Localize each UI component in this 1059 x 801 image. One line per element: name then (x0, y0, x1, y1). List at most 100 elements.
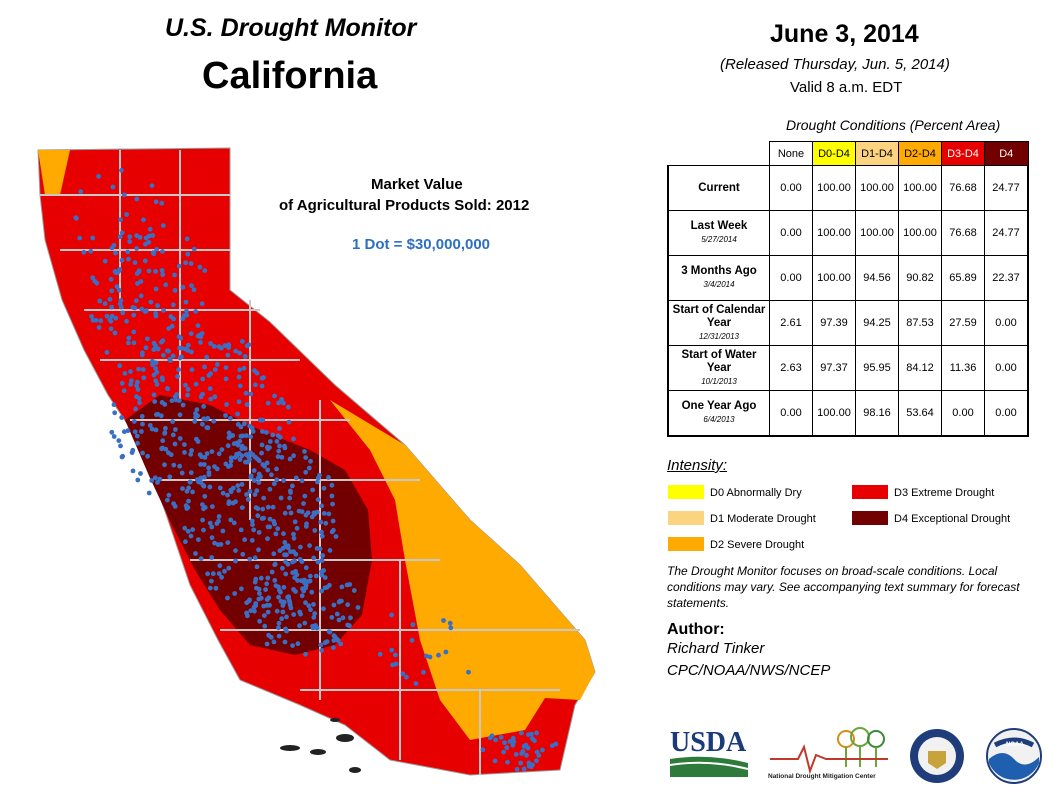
value-dot (424, 653, 429, 659)
value-dot (247, 489, 253, 494)
region-d2 (330, 400, 595, 740)
value-dot (125, 340, 131, 346)
value-dot (170, 432, 176, 438)
value-dot (319, 558, 325, 563)
value-dot (153, 378, 159, 384)
row-label-date: 10/1/2013 (701, 376, 737, 386)
value-dot (280, 609, 286, 615)
value-dot (502, 740, 507, 746)
value-dot (493, 737, 498, 743)
value-dot (142, 258, 148, 264)
value-dot (189, 367, 195, 373)
value-dot (145, 336, 150, 342)
value-dot (190, 489, 196, 495)
value-dot (264, 597, 270, 602)
value-dot (158, 413, 164, 419)
value-dot (89, 314, 94, 319)
value-dot (261, 515, 266, 521)
value-dot (146, 268, 152, 274)
value-dot (185, 386, 191, 392)
value-dot (191, 246, 197, 252)
value-dot (257, 618, 262, 624)
value-dot (303, 524, 309, 529)
value-dot (282, 445, 288, 451)
value-dot (534, 730, 539, 736)
value-dot (329, 482, 335, 488)
value-dot (185, 342, 191, 348)
value-dot (199, 331, 205, 336)
value-dot (282, 510, 288, 516)
value-dot (171, 462, 177, 468)
value-dot (292, 519, 298, 525)
value-dot (240, 339, 245, 344)
value-dot (161, 308, 167, 313)
value-dot (259, 450, 264, 456)
value-dot (276, 633, 282, 639)
table-row: 3 Months Ago 3/4/2014 0.00 100.00 94.56 90.82… (667, 255, 1029, 301)
value-dot (347, 582, 353, 587)
value-dot (264, 581, 270, 587)
value-dot (281, 599, 287, 605)
value-dot (183, 299, 189, 305)
value-dot (256, 596, 262, 602)
value-dot (137, 400, 143, 406)
value-dot (216, 451, 222, 457)
value-dot (270, 504, 276, 510)
value-dot (125, 256, 131, 262)
value-dot (267, 486, 273, 492)
value-dot (152, 399, 158, 404)
value-dot (248, 391, 254, 397)
col-header: None (769, 141, 813, 166)
value-dot (219, 574, 225, 580)
value-dot (176, 263, 182, 269)
value-dot (265, 609, 271, 615)
value-dot (248, 434, 254, 440)
value-dot (298, 544, 303, 550)
col-header: D4 (984, 141, 1029, 166)
value-dot (120, 310, 126, 316)
value-dot (172, 288, 178, 293)
value-dot (135, 477, 141, 483)
value-dot (225, 595, 230, 601)
value-dot (200, 376, 206, 382)
table-row: One Year Ago 6/4/2013 0.00 100.00 98.16 53.64… (667, 390, 1029, 437)
value-dot (211, 344, 217, 349)
value-dot (147, 226, 153, 232)
value-dot (110, 184, 116, 190)
value-dot (238, 433, 244, 439)
header-blank (668, 141, 770, 166)
value-dot (308, 458, 313, 464)
value-dot (308, 607, 313, 613)
value-dot (283, 571, 289, 577)
value-dot (201, 404, 207, 409)
value-dot (153, 366, 159, 371)
value-dot (245, 454, 251, 459)
value-dot (279, 454, 285, 460)
value-dot (193, 551, 198, 556)
value-dot (136, 268, 142, 273)
value-dot (217, 485, 223, 491)
value-dot (427, 654, 433, 660)
value-dot (184, 236, 190, 242)
value-dot (198, 462, 204, 467)
value-dot (135, 387, 141, 392)
value-dot (200, 502, 205, 507)
value-dot (182, 313, 187, 318)
value-dot (170, 302, 176, 308)
table-cell: 100.00 (812, 165, 856, 211)
usda-logo: USDA (669, 727, 749, 777)
table-cell: 22.37 (984, 255, 1029, 301)
value-dot (319, 533, 325, 539)
value-dot (413, 681, 419, 686)
value-dot (228, 487, 234, 493)
value-dot (252, 555, 258, 561)
value-dot (296, 508, 302, 514)
ndmc-logo: National Drought Mitigation Center (768, 727, 888, 780)
value-dot (299, 559, 305, 565)
value-dot (267, 516, 273, 522)
value-dot (137, 235, 143, 240)
value-dot (351, 588, 357, 593)
value-dot (277, 426, 282, 431)
value-dot (276, 625, 281, 631)
value-dot (274, 439, 280, 444)
